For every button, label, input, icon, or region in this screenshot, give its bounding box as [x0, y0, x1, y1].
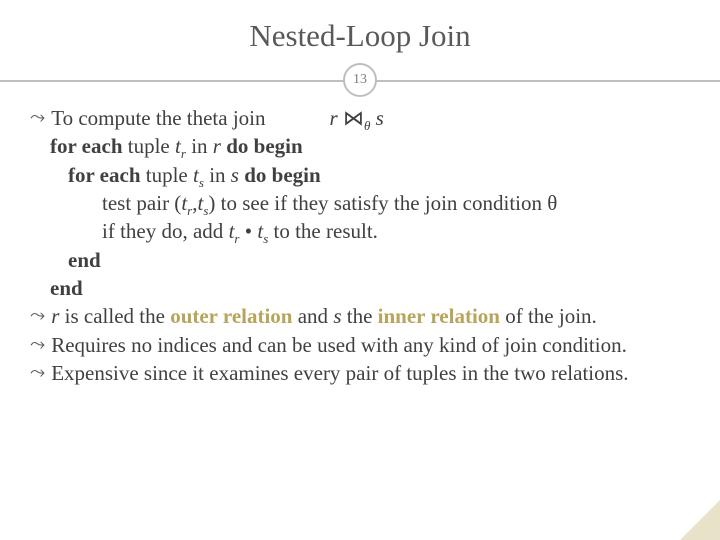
algo-line: for each tuple ts in s do begin	[68, 161, 698, 189]
bullet-icon: ⤳	[30, 104, 45, 132]
slide-title: Nested-Loop Join	[0, 0, 720, 62]
theta-sub: θ	[364, 118, 370, 133]
text: the	[342, 304, 378, 328]
bullet-item: ⤳ To compute the theta join r ⋈θ s	[30, 104, 698, 132]
algo-line: end	[68, 246, 698, 274]
bullet-text: Expensive since it examines every pair o…	[51, 359, 698, 387]
corner-decoration	[680, 500, 720, 540]
text: To compute the theta join	[51, 106, 265, 130]
text: tuple	[141, 163, 194, 187]
text: tuple	[123, 134, 176, 158]
text: test pair (	[102, 191, 181, 215]
var: r	[213, 134, 221, 158]
kw: for each	[50, 134, 123, 158]
bullet-icon: ⤳	[30, 331, 45, 359]
bullet-item: ⤳ r is called the outer relation and s t…	[30, 302, 698, 330]
bullet-icon: ⤳	[30, 302, 45, 330]
algo-line: for each tuple tr in r do begin	[50, 132, 698, 160]
text: is called the	[59, 304, 170, 328]
text: if they do, add	[102, 219, 229, 243]
algo-line: end	[50, 274, 698, 302]
title-rule: 13	[0, 62, 720, 98]
kw: do begin	[221, 134, 303, 158]
kw: for each	[68, 163, 141, 187]
text: in	[186, 134, 213, 158]
var: s	[333, 304, 341, 328]
text: •	[239, 219, 257, 243]
text: to the result.	[268, 219, 378, 243]
emphasis: outer relation	[170, 304, 292, 328]
var: s	[231, 163, 239, 187]
bullet-text: To compute the theta join r ⋈θ s	[51, 104, 698, 132]
text: in	[204, 163, 231, 187]
slide-body: ⤳ To compute the theta join r ⋈θ s for ea…	[0, 104, 720, 387]
bullet-text: r is called the outer relation and s the…	[51, 302, 698, 330]
kw: do begin	[239, 163, 321, 187]
algo-line: test pair (tr,ts) to see if they satisfy…	[102, 189, 698, 217]
emphasis: inner relation	[378, 304, 500, 328]
text: ) to see if they satisfy the join condit…	[208, 191, 557, 215]
var-r: r	[330, 106, 338, 130]
bullet-item: ⤳ Expensive since it examines every pair…	[30, 359, 698, 387]
bullet-icon: ⤳	[30, 359, 45, 387]
page-number-badge: 13	[343, 63, 377, 97]
text: and	[292, 304, 333, 328]
bullet-text: Requires no indices and can be used with…	[51, 331, 698, 359]
text: of the join.	[500, 304, 597, 328]
var-s: s	[376, 106, 384, 130]
algo-line: if they do, add tr • ts to the result.	[102, 217, 698, 245]
bullet-item: ⤳ Requires no indices and can be used wi…	[30, 331, 698, 359]
join-symbol: ⋈	[343, 106, 364, 130]
